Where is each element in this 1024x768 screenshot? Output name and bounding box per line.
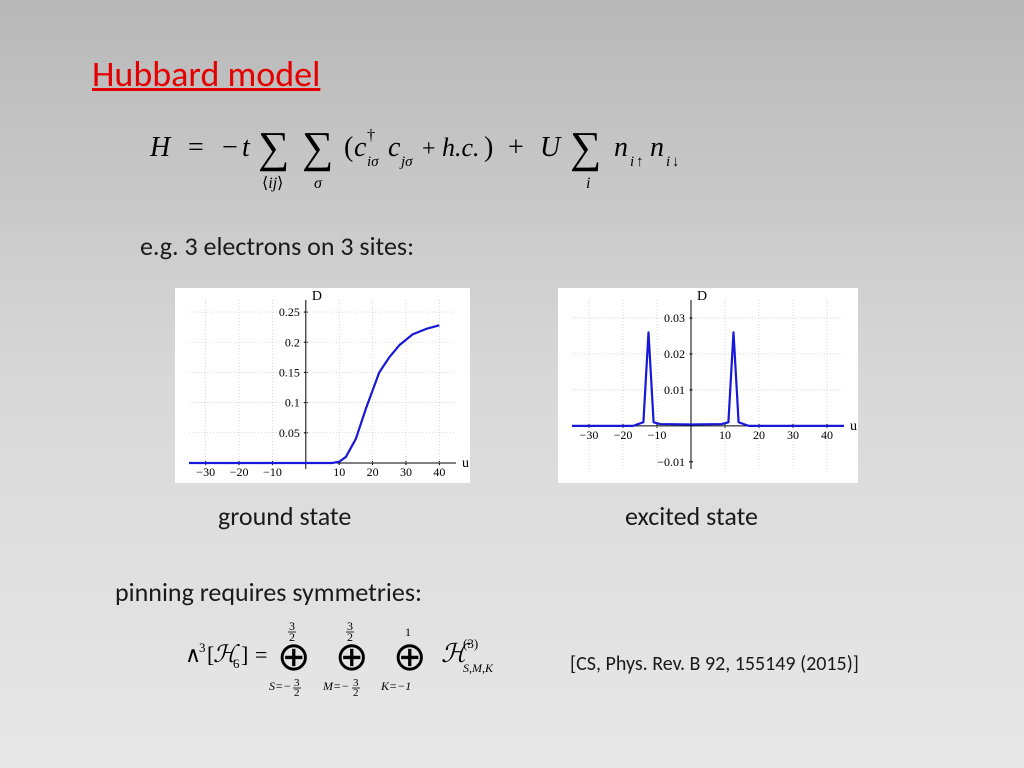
svg-text:S=−: S=−: [269, 679, 291, 693]
svg-text:+: +: [508, 132, 524, 163]
citation: [CS, Phys. Rev. B 92, 155149 (2015)]: [570, 652, 859, 676]
svg-text:⊕: ⊕: [335, 634, 369, 679]
svg-text:0.03: 0.03: [664, 311, 685, 325]
svg-text:jσ: jσ: [399, 154, 413, 170]
svg-text:=: =: [188, 132, 204, 163]
label-excited-state: excited state: [625, 500, 758, 532]
svg-text:i: i: [666, 154, 670, 170]
svg-text:10: 10: [719, 428, 731, 442]
svg-text:+: +: [422, 136, 436, 162]
svg-text:−30: −30: [196, 465, 215, 479]
svg-text:t: t: [242, 132, 251, 163]
svg-text:]: ]: [241, 642, 248, 667]
svg-text:h.c.: h.c.: [442, 133, 480, 162]
svg-text:10: 10: [333, 465, 345, 479]
svg-text:0.15: 0.15: [279, 365, 300, 379]
svg-text:u: u: [462, 456, 469, 471]
svg-text:2: 2: [294, 687, 300, 696]
svg-text:↑: ↑: [636, 154, 644, 170]
svg-text:iσ: iσ: [367, 154, 379, 170]
svg-text:⊕: ⊕: [277, 634, 311, 679]
svg-text:2: 2: [353, 687, 359, 696]
svg-text:∑: ∑: [570, 123, 601, 172]
chart-excited-state: −30 −20 −10 10 20 30 40 0.01 0.02 0.03 −0.01 u D: [558, 288, 858, 483]
svg-text:−30: −30: [580, 428, 599, 442]
subtitle-electrons: e.g. 3 electrons on 3 sites:: [140, 230, 414, 262]
svg-text:i: i: [630, 154, 634, 170]
svg-text:=: =: [255, 642, 267, 667]
svg-text:−10: −10: [263, 465, 282, 479]
chart-ground-state: −30 −20 −10 10 20 30 40 0.05 0.1 0.15 0.2 0.25 u D: [175, 288, 470, 483]
svg-text:σ: σ: [314, 175, 323, 192]
svg-text:i: i: [586, 175, 590, 192]
svg-text:40: 40: [821, 428, 833, 442]
svg-text:D: D: [312, 289, 322, 304]
svg-text:40: 40: [433, 465, 445, 479]
svg-text:∑: ∑: [302, 123, 333, 172]
svg-text:u: u: [850, 419, 857, 434]
svg-text:M=−: M=−: [322, 679, 349, 693]
svg-text:−0.01: −0.01: [657, 455, 685, 469]
svg-text:c: c: [354, 132, 367, 163]
subtitle-pinning: pinning requires symmetries:: [115, 576, 422, 608]
svg-text:0.01: 0.01: [664, 383, 685, 397]
svg-text:D: D: [697, 289, 707, 304]
svg-text:−10: −10: [648, 428, 667, 442]
svg-text:0.25: 0.25: [279, 305, 300, 319]
svg-text:0.2: 0.2: [285, 335, 300, 349]
svg-text:6: 6: [233, 656, 240, 671]
svg-text:n: n: [650, 132, 664, 163]
equation-hamiltonian: H = − t ∑ ⟨ij⟩ ∑ σ ( c † iσ c jσ + h.c. …: [150, 108, 770, 198]
svg-text:(3): (3): [463, 636, 478, 651]
svg-text:c: c: [388, 132, 401, 163]
label-ground-state: ground state: [218, 500, 351, 532]
svg-text:30: 30: [400, 465, 412, 479]
equation-decomposition: ∧ 3 [ ℋ 6 ] = 3 2 ⊕ S=− 3 2 3 2 ⊕ M=− 3 …: [185, 618, 555, 696]
svg-text:↓: ↓: [672, 154, 680, 170]
slide-title: Hubbard model: [92, 52, 320, 96]
svg-text:0.02: 0.02: [664, 347, 685, 361]
svg-text:H: H: [150, 132, 172, 163]
svg-text:3: 3: [199, 640, 206, 655]
svg-text:20: 20: [367, 465, 379, 479]
svg-text:−: −: [222, 132, 238, 163]
svg-text:∑: ∑: [258, 123, 289, 172]
svg-text:K=−1: K=−1: [380, 679, 411, 693]
svg-text:): ): [484, 132, 493, 163]
svg-text:†: †: [367, 127, 375, 144]
svg-text:U: U: [540, 132, 562, 163]
svg-text:0.05: 0.05: [279, 426, 300, 440]
svg-text:S,M,K: S,M,K: [463, 661, 494, 675]
svg-text:(: (: [344, 132, 353, 163]
svg-text:20: 20: [753, 428, 765, 442]
svg-text:⟨ij⟩: ⟨ij⟩: [262, 175, 283, 192]
svg-text:30: 30: [787, 428, 799, 442]
svg-text:0.1: 0.1: [285, 396, 300, 410]
svg-text:−20: −20: [230, 465, 249, 479]
svg-text:⊕: ⊕: [393, 634, 427, 679]
svg-text:−20: −20: [614, 428, 633, 442]
svg-text:n: n: [614, 132, 628, 163]
